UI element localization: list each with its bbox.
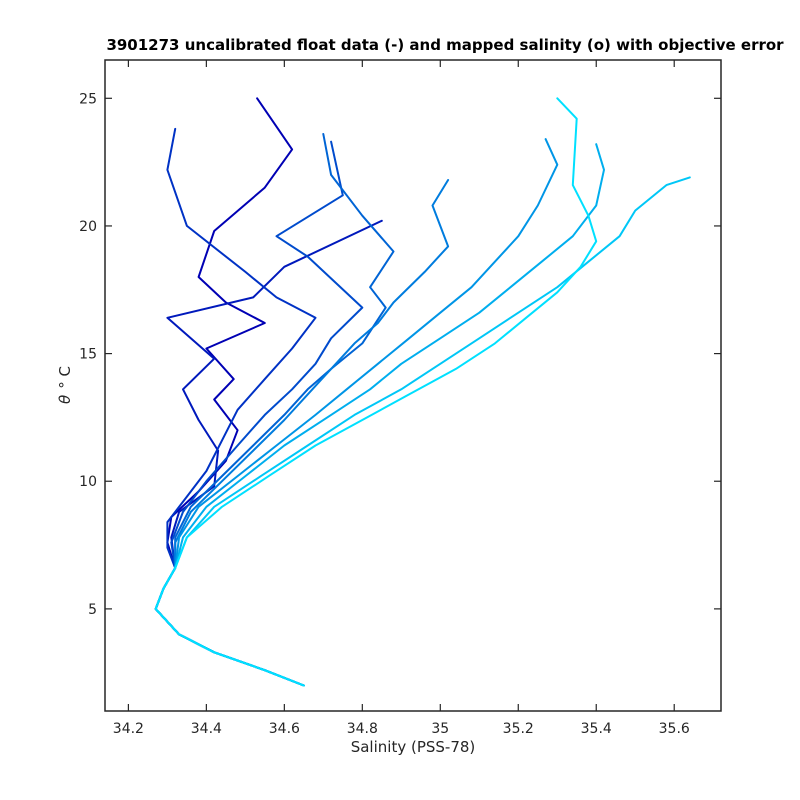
y-tick-label-3: 20 — [79, 219, 97, 235]
y-axis-label: θ ° C — [56, 366, 74, 404]
x-tick-label-5: 35.2 — [503, 721, 534, 737]
plot-frame — [104, 59, 722, 712]
x-tick-label-4: 35 — [431, 721, 449, 737]
y-axis-ticks: 5 10 15 20 25 — [79, 91, 721, 618]
x-tick-label-6: 35.4 — [581, 721, 612, 737]
profile-line-10 — [154, 97, 598, 687]
chart-title: 3901273 uncalibrated float data (-) and … — [106, 36, 784, 54]
y-tick-label-4: 25 — [79, 91, 97, 107]
y-axis-label-symbol: θ — [56, 395, 74, 404]
y-tick-label-0: 5 — [88, 602, 97, 618]
x-tick-label-1: 34.4 — [191, 721, 222, 737]
x-axis-ticks: 34.2 34.4 34.6 34.8 35 35.2 35.4 35.6 — [113, 60, 690, 737]
y-tick-label-1: 10 — [79, 474, 97, 490]
x-tick-label-0: 34.2 — [113, 721, 144, 737]
series-layer — [154, 97, 691, 687]
x-tick-label-7: 35.6 — [659, 721, 690, 737]
x-tick-label-3: 34.8 — [347, 721, 378, 737]
x-axis-label: Salinity (PSS-78) — [351, 738, 476, 756]
x-tick-label-2: 34.6 — [269, 721, 300, 737]
y-axis-label-unit: ° C — [56, 366, 74, 389]
y-tick-label-2: 15 — [79, 347, 97, 363]
